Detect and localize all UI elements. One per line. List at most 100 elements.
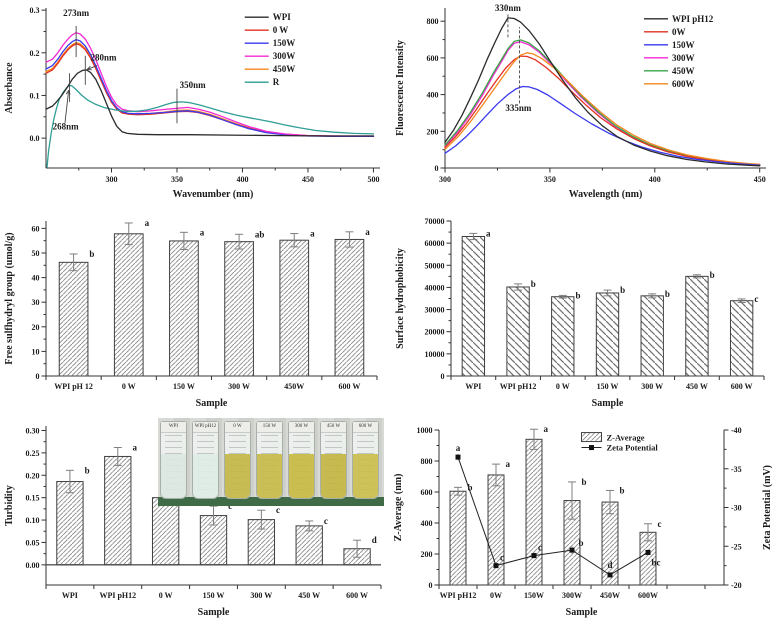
- svg-text:WPI: WPI: [62, 591, 78, 600]
- svg-text:0.15: 0.15: [26, 494, 40, 503]
- svg-text:Zeta Potential: Zeta Potential: [607, 443, 659, 453]
- bar-WPI pH12: [450, 491, 466, 585]
- svg-text:500: 500: [367, 175, 379, 184]
- svg-text:0.25: 0.25: [26, 449, 40, 458]
- svg-text:0.00: 0.00: [26, 561, 40, 570]
- svg-text:Wavenumber (nm): Wavenumber (nm): [173, 189, 254, 200]
- bar-0 W: [552, 297, 574, 376]
- svg-text:1000: 1000: [417, 426, 433, 435]
- svg-text:600 W: 600 W: [731, 382, 753, 391]
- svg-text:d: d: [372, 535, 377, 545]
- svg-text:WPI pH12: WPI pH12: [672, 14, 714, 24]
- svg-text:WPI pH12: WPI pH12: [500, 382, 537, 391]
- svg-text:200: 200: [421, 550, 433, 559]
- bar-0 W: [152, 498, 178, 565]
- svg-text:300W: 300W: [672, 53, 695, 63]
- svg-text:Z-Average: Z-Average: [607, 433, 645, 443]
- sample-tube-WPIpH12: WPI pH12: [192, 421, 219, 499]
- sample-tube-150W: 150 W: [256, 421, 283, 499]
- zeta-marker: [456, 455, 461, 460]
- svg-text:a: a: [365, 227, 370, 237]
- svg-text:450W: 450W: [273, 64, 296, 74]
- bar-WPI pH12: [507, 287, 529, 376]
- svg-text:-40: -40: [731, 426, 742, 435]
- sample-tube-0W: 0 W: [224, 421, 251, 499]
- bar-WPI pH 12: [59, 262, 88, 376]
- svg-text:a: a: [132, 442, 137, 452]
- bar-300 W: [641, 296, 663, 376]
- svg-text:450: 450: [754, 175, 766, 184]
- svg-text:40000: 40000: [425, 283, 445, 292]
- svg-text:b: b: [620, 285, 625, 295]
- svg-text:a: a: [543, 424, 548, 434]
- svg-text:300W: 300W: [273, 51, 296, 61]
- svg-text:-20: -20: [731, 581, 742, 590]
- svg-text:0 W: 0 W: [159, 591, 173, 600]
- svg-text:a: a: [310, 229, 315, 239]
- svg-text:Sample: Sample: [198, 607, 230, 618]
- svg-text:b: b: [89, 249, 94, 259]
- bar-0W: [488, 475, 504, 585]
- bar-450 W: [296, 526, 322, 565]
- series-300W: [445, 42, 760, 165]
- svg-text:c: c: [538, 543, 542, 553]
- svg-text:50: 50: [32, 249, 40, 258]
- svg-text:Sample: Sample: [592, 398, 624, 409]
- series-R: [47, 85, 374, 167]
- svg-text:0.0: 0.0: [30, 134, 40, 143]
- svg-text:800: 800: [427, 17, 439, 26]
- svg-text:50000: 50000: [425, 261, 445, 270]
- svg-text:600W: 600W: [672, 79, 695, 89]
- svg-text:400: 400: [427, 91, 439, 100]
- svg-text:0 W: 0 W: [556, 382, 570, 391]
- svg-text:400: 400: [649, 175, 661, 184]
- svg-text:WPI: WPI: [273, 12, 291, 22]
- bar-450 W: [686, 276, 708, 376]
- svg-text:R: R: [273, 77, 280, 87]
- svg-text:c: c: [276, 505, 280, 515]
- svg-text:WPI pH 12: WPI pH 12: [54, 382, 93, 391]
- svg-text:WPI pH12: WPI pH12: [440, 591, 477, 600]
- svg-text:b: b: [665, 289, 670, 299]
- svg-text:150 W: 150 W: [597, 382, 619, 391]
- svg-text:a: a: [456, 443, 461, 453]
- bar-0 W: [114, 234, 143, 376]
- series-450W: [445, 40, 760, 165]
- svg-text:450W: 450W: [600, 591, 620, 600]
- zeta-marker: [646, 550, 651, 555]
- svg-text:b: b: [710, 270, 715, 280]
- svg-text:Sample: Sample: [196, 398, 228, 409]
- svg-text:b: b: [575, 290, 580, 300]
- bar-150 W: [596, 293, 618, 376]
- bar-150W: [526, 439, 542, 585]
- svg-text:30000: 30000: [425, 306, 445, 315]
- svg-text:450: 450: [302, 175, 314, 184]
- svg-text:600W: 600W: [638, 591, 658, 600]
- series-300W: [46, 33, 374, 136]
- svg-text:0: 0: [36, 372, 40, 381]
- svg-text:0: 0: [435, 164, 439, 173]
- sample-tube-300W: 300 W: [288, 421, 315, 499]
- zeta-marker: [570, 548, 575, 553]
- svg-text:300: 300: [439, 175, 451, 184]
- svg-text:150 W: 150 W: [173, 382, 195, 391]
- svg-text:20000: 20000: [425, 328, 445, 337]
- svg-text:Sample: Sample: [566, 607, 598, 618]
- svg-text:450 W: 450 W: [686, 382, 708, 391]
- svg-text:c: c: [754, 294, 758, 304]
- svg-text:0.20: 0.20: [26, 471, 40, 480]
- svg-text:0: 0: [441, 372, 445, 381]
- svg-text:b: b: [581, 477, 586, 487]
- zeta-marker: [608, 572, 613, 577]
- svg-text:a: a: [145, 218, 150, 228]
- svg-text:300 W: 300 W: [641, 382, 663, 391]
- svg-text:335nm: 335nm: [505, 103, 532, 113]
